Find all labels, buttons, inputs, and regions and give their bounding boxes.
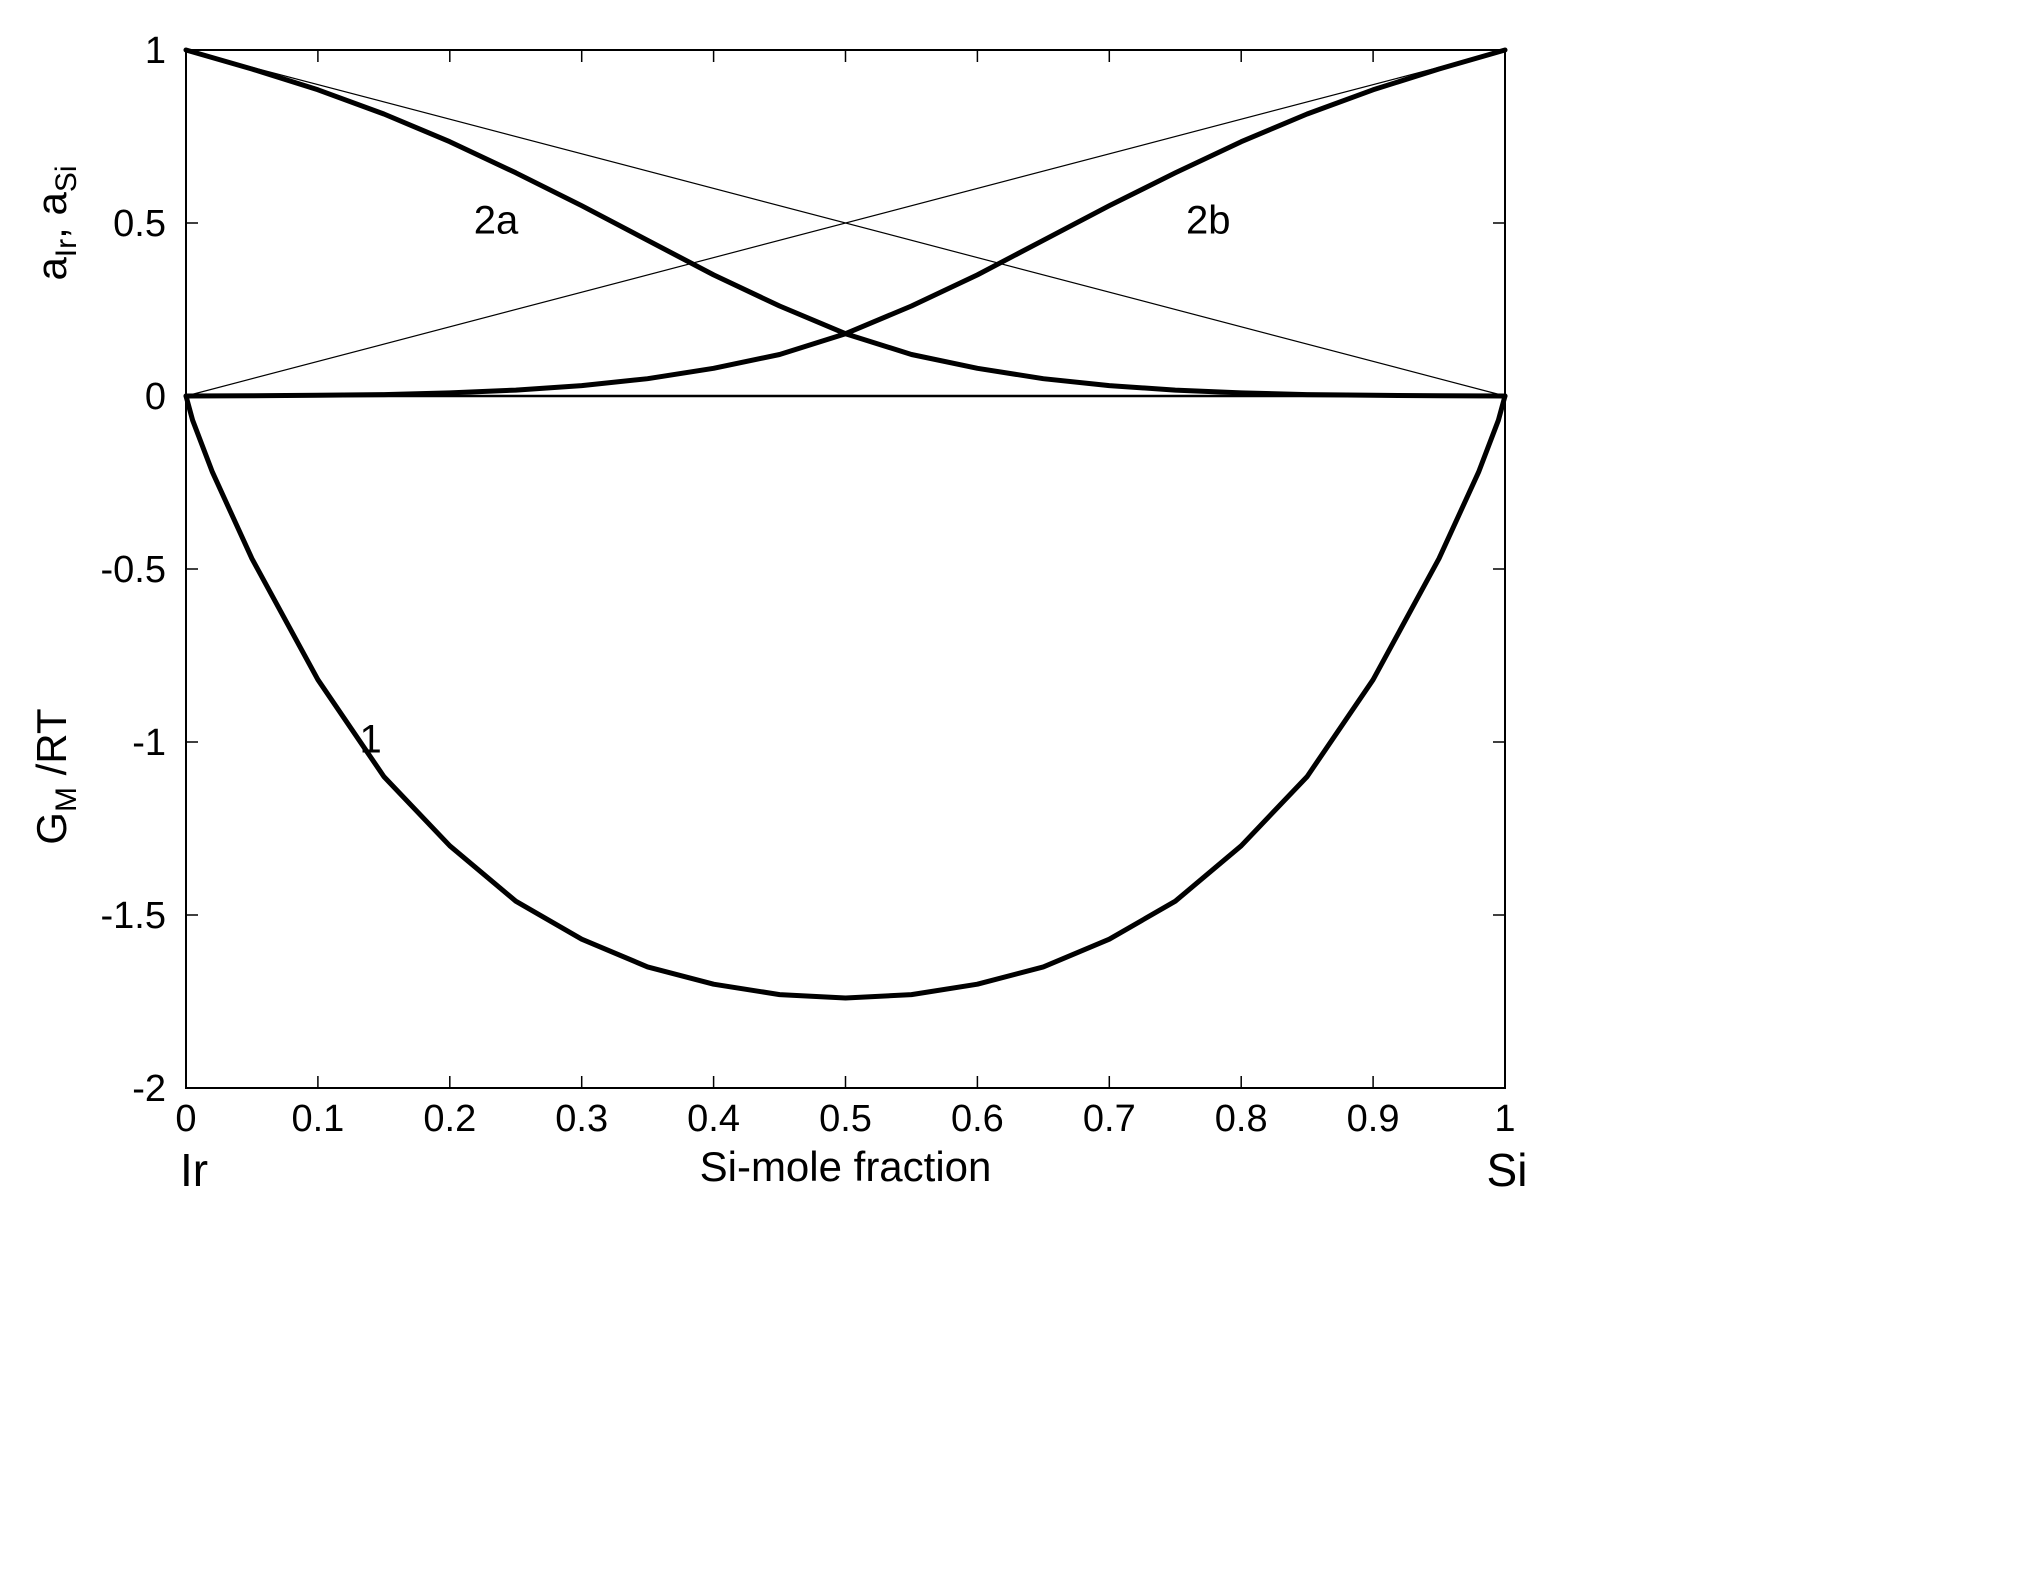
x-axis-title: Si-mole fraction xyxy=(700,1143,992,1190)
label-layer: 1 2a 2b xyxy=(360,199,1231,762)
series-line-4 xyxy=(185,49,1506,397)
x-tick-label: 0.6 xyxy=(951,1098,1004,1140)
x-tick-label: 0.2 xyxy=(423,1098,476,1140)
x-tick-label: 0.9 xyxy=(1347,1098,1400,1140)
curve-label-2b: 2b xyxy=(1186,199,1231,243)
series-line-2b xyxy=(183,47,1508,399)
x-tick-label: 0.5 xyxy=(819,1098,872,1140)
y-tick-label: -1 xyxy=(132,722,166,764)
tick-layer: 0 0.1 0.2 0.3 0.4 0.5 0.6 0.7 0.8 0.9 1 -2 -1.5 -1 -0.… xyxy=(101,30,1516,1140)
x-tick-label: 1 xyxy=(1494,1098,1515,1140)
x-tick-label: 0.8 xyxy=(1215,1098,1268,1140)
series-line-1 xyxy=(183,393,1508,1001)
x-tick-label: 0.4 xyxy=(687,1098,740,1140)
y-tick-label: -2 xyxy=(132,1068,166,1110)
x-tick-label: 0.3 xyxy=(555,1098,608,1140)
x-tick-label: 0.7 xyxy=(1083,1098,1136,1140)
y-tick-label: -0.5 xyxy=(101,549,166,591)
y-tick-label: 0 xyxy=(145,376,166,418)
y-tick-label: -1.5 xyxy=(101,895,166,937)
x-end-label-ir: Ir xyxy=(180,1144,208,1196)
y-title-g: G xyxy=(28,812,75,845)
x-tick-label: 0.1 xyxy=(291,1098,344,1140)
y-title-g-subscript: M xyxy=(50,787,83,812)
y-title-a-ir-subscript: Ir xyxy=(50,239,83,257)
y-title-a-si-subscript: Si xyxy=(50,165,83,192)
x-end-label-si: Si xyxy=(1487,1144,1528,1196)
y-axis-title-activity: aIr, aSi xyxy=(28,165,83,280)
y-title-rt: /RT xyxy=(28,708,75,787)
curve-label-2a: 2a xyxy=(474,199,519,243)
y-axis-title-gibbs: GM /RT xyxy=(28,708,83,844)
y-title-a-ir: a xyxy=(28,257,75,281)
x-tick-label: 0 xyxy=(175,1098,196,1140)
series-layer xyxy=(183,47,1508,1001)
curve-label-1: 1 xyxy=(360,718,382,762)
y-tick-label: 0.5 xyxy=(113,203,166,245)
y-tick-label: 1 xyxy=(145,30,166,72)
y-title-a-si: , a xyxy=(28,192,75,239)
